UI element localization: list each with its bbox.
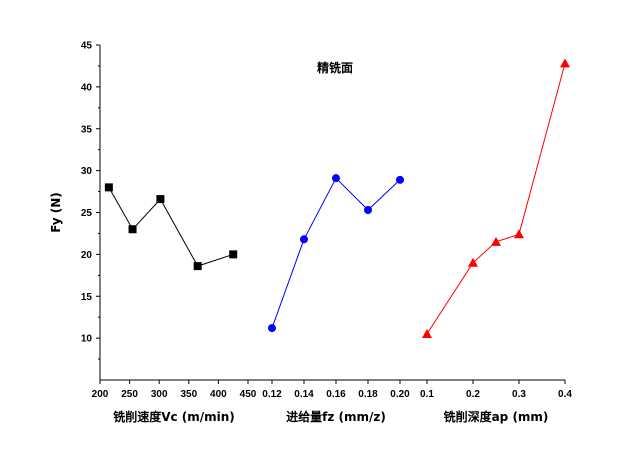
x-axis-title-2: 进给量fz (mm/z) xyxy=(286,409,386,424)
data-point xyxy=(364,205,372,214)
data-point xyxy=(104,183,113,192)
series-line-2 xyxy=(271,177,401,329)
x-tick-label: 0.12 xyxy=(262,389,282,400)
y-tick-label: 40 xyxy=(81,82,93,93)
data-point xyxy=(468,257,478,267)
data-point xyxy=(396,175,404,184)
x-tick-label: 450 xyxy=(240,389,257,400)
x-tick-label: 350 xyxy=(180,389,197,400)
data-point xyxy=(422,328,432,338)
x-tick-label: 0.2 xyxy=(466,389,480,400)
y-axis-title: Fy (N) xyxy=(49,192,63,233)
y-tick-label: 30 xyxy=(81,166,93,177)
data-point xyxy=(491,236,501,246)
x-tick-label: 0.16 xyxy=(326,389,346,400)
data-point xyxy=(229,250,238,259)
x-tick-label: 300 xyxy=(151,389,168,400)
x-tick-label: 0.20 xyxy=(390,389,410,400)
y-tick-label: 15 xyxy=(81,292,93,303)
y-tick-label: 45 xyxy=(81,41,93,52)
data-point xyxy=(268,324,276,333)
x-tick-label: 0.3 xyxy=(512,389,526,400)
x-tick-label: 0.4 xyxy=(558,389,572,400)
x-tick-label: 0.18 xyxy=(358,389,378,400)
y-tick-label: 25 xyxy=(81,208,93,219)
data-point xyxy=(560,58,570,68)
data-point xyxy=(193,262,202,271)
series-line-3 xyxy=(426,63,566,335)
y-tick-label: 10 xyxy=(81,334,93,345)
data-point xyxy=(300,235,308,244)
series-line-1 xyxy=(108,187,234,267)
data-point xyxy=(128,225,137,234)
data-point xyxy=(332,174,340,183)
chart-title: 精铣面 xyxy=(317,60,353,75)
x-axis-title-1: 铣削速度Vc (m/min) xyxy=(113,409,235,424)
x-tick-label: 200 xyxy=(92,389,109,400)
x-axis-title-3: 铣削深度ap (mm) xyxy=(444,409,549,424)
x-tick-label: 400 xyxy=(210,389,227,400)
y-tick-label: 20 xyxy=(81,250,93,261)
x-tick-label: 0.1 xyxy=(420,389,434,400)
x-tick-label: 250 xyxy=(121,389,138,400)
x-tick-label: 0.14 xyxy=(294,389,314,400)
y-tick-label: 35 xyxy=(81,124,93,135)
data-point xyxy=(156,195,165,204)
data-point xyxy=(514,229,524,239)
